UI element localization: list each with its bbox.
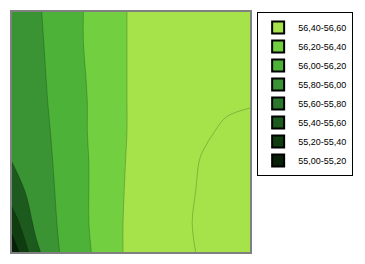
svg-text:55,80-56,00: 55,80-56,00 <box>298 80 346 90</box>
svg-text:55,60-55,80: 55,60-55,80 <box>298 99 346 109</box>
svg-text:55,20-55,40: 55,20-55,40 <box>298 137 346 147</box>
svg-text:56,20-56,40: 56,20-56,40 <box>298 42 346 52</box>
svg-text:55,40-55,60: 55,40-55,60 <box>298 118 346 128</box>
svg-text:55,00-55,20: 55,00-55,20 <box>298 156 346 166</box>
svg-text:56,40-56,60: 56,40-56,60 <box>298 23 346 33</box>
svg-text:56,00-56,20: 56,00-56,20 <box>298 61 346 71</box>
